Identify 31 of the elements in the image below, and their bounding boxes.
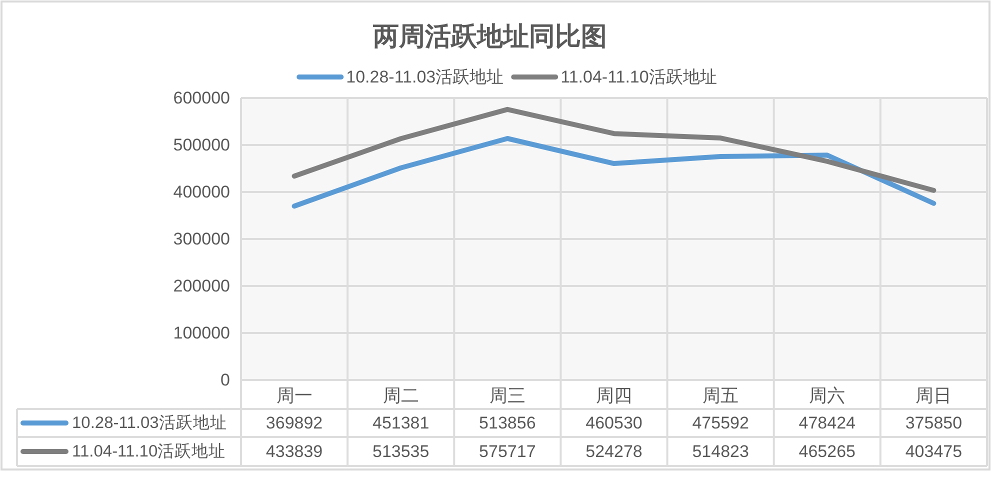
x-tick-label: 周一 bbox=[276, 386, 312, 406]
data-label: 433839 bbox=[266, 442, 323, 461]
data-label: 478424 bbox=[798, 414, 856, 432]
data-label: 524278 bbox=[586, 442, 642, 461]
x-tick-label: 周三 bbox=[489, 386, 526, 406]
x-tick-label: 周六 bbox=[809, 386, 846, 406]
data-label: 375850 bbox=[905, 414, 962, 432]
y-tick-label: 100000 bbox=[173, 324, 230, 342]
y-tick-label: 500000 bbox=[173, 136, 230, 154]
y-tick-label: 300000 bbox=[173, 230, 230, 248]
data-label: 513856 bbox=[479, 414, 536, 432]
data-label: 369892 bbox=[266, 414, 323, 432]
y-tick-label: 0 bbox=[220, 370, 230, 390]
y-tick-label: 200000 bbox=[173, 276, 230, 296]
y-tick-label: 600000 bbox=[173, 88, 230, 108]
x-tick-label: 周日 bbox=[916, 386, 952, 406]
data-label: 513535 bbox=[372, 442, 430, 461]
title: 两周活跃地址同比图 bbox=[373, 21, 607, 51]
data-label: 475592 bbox=[692, 414, 749, 432]
data-label: 465265 bbox=[798, 442, 856, 461]
data-label: 514823 bbox=[692, 442, 749, 461]
data-label: 451381 bbox=[372, 414, 430, 432]
y-tick-label: 400000 bbox=[173, 182, 230, 202]
table-series-name: 11.04-11.10活跃地址 bbox=[72, 442, 226, 460]
x-tick-label: 周五 bbox=[702, 386, 739, 406]
x-tick-label: 周四 bbox=[596, 386, 632, 406]
data-label: 575717 bbox=[479, 442, 536, 461]
x-tick-label: 周二 bbox=[382, 386, 419, 406]
data-label: 403475 bbox=[905, 442, 962, 461]
table-series-name: 10.28-11.03活跃地址 bbox=[72, 414, 227, 432]
data-label: 460530 bbox=[586, 414, 642, 432]
